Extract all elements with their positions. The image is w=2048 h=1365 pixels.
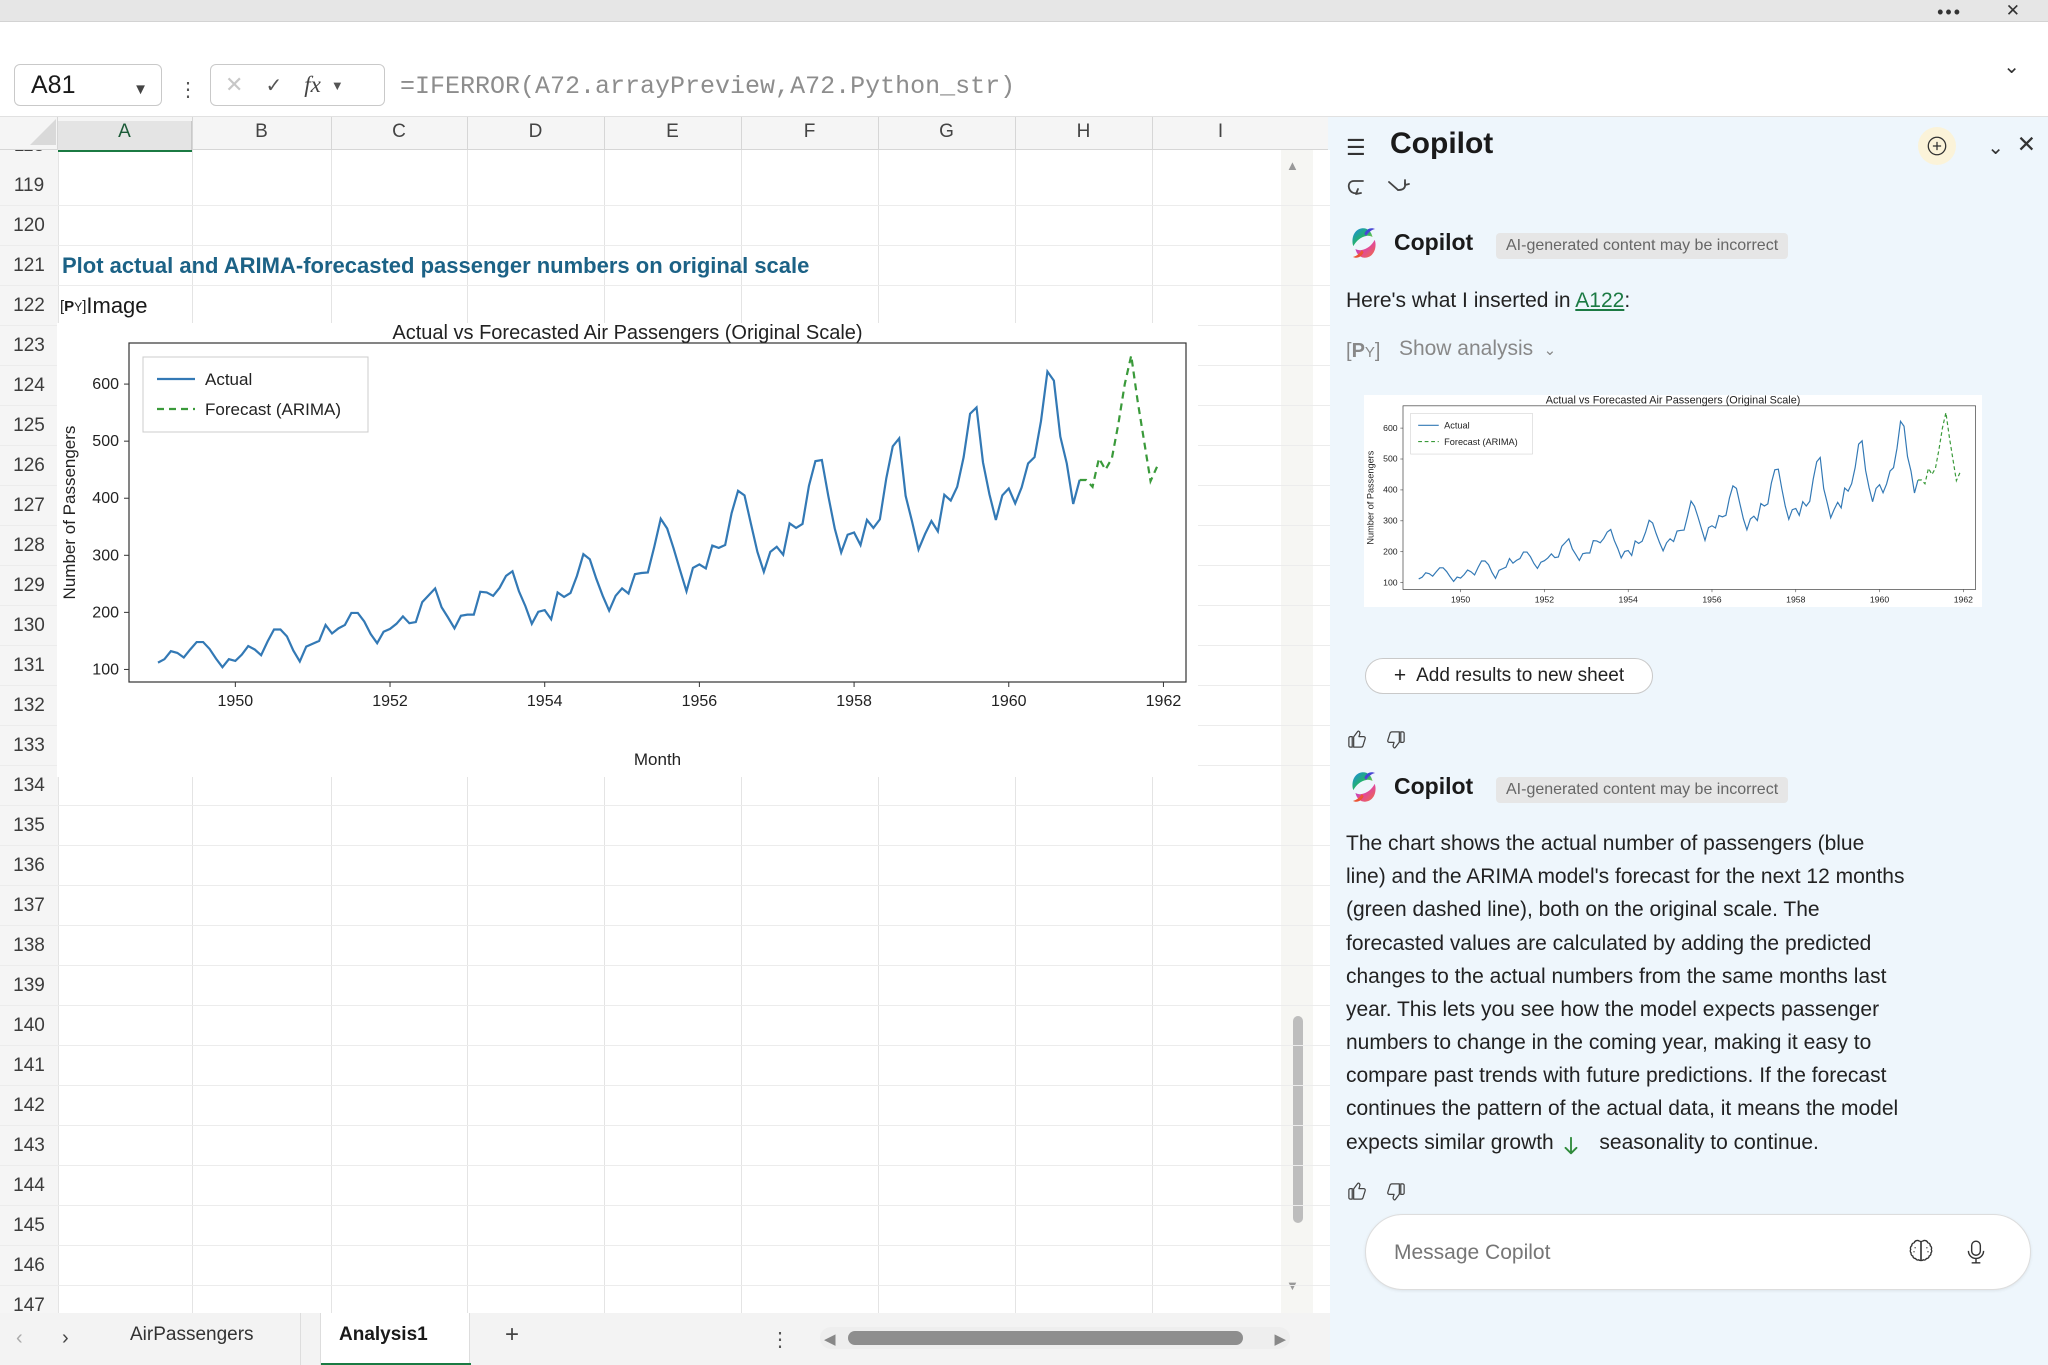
svg-text:600: 600 [92, 376, 119, 393]
svg-text:200: 200 [1383, 546, 1398, 556]
svg-text:Actual vs Forecasted Air Passe: Actual vs Forecasted Air Passengers (Ori… [392, 323, 862, 344]
svg-text:Number of Passengers: Number of Passengers [1366, 450, 1376, 544]
svg-text:1954: 1954 [1619, 594, 1638, 604]
svg-text:600: 600 [1383, 423, 1398, 433]
svg-text:1956: 1956 [682, 693, 718, 710]
svg-text:1958: 1958 [1786, 594, 1805, 604]
svg-text:100: 100 [92, 661, 119, 678]
svg-text:Actual: Actual [205, 370, 252, 389]
svg-text:1956: 1956 [1702, 594, 1721, 604]
svg-text:100: 100 [1383, 577, 1398, 587]
svg-text:200: 200 [92, 604, 119, 621]
svg-text:1952: 1952 [1535, 594, 1554, 604]
svg-text:Month: Month [634, 750, 681, 769]
svg-text:300: 300 [1383, 516, 1398, 526]
svg-text:Number of Passengers: Number of Passengers [60, 426, 79, 600]
svg-text:1962: 1962 [1146, 693, 1182, 710]
svg-text:1954: 1954 [527, 693, 563, 710]
svg-text:1950: 1950 [1451, 594, 1470, 604]
svg-text:1952: 1952 [372, 693, 408, 710]
svg-text:500: 500 [92, 433, 119, 450]
svg-text:Forecast (ARIMA): Forecast (ARIMA) [205, 400, 341, 419]
svg-text:1962: 1962 [1954, 594, 1973, 604]
svg-text:1950: 1950 [218, 693, 254, 710]
svg-text:400: 400 [1383, 485, 1398, 495]
svg-text:1958: 1958 [836, 693, 872, 710]
svg-text:300: 300 [92, 547, 119, 564]
svg-text:1960: 1960 [1870, 594, 1889, 604]
svg-text:400: 400 [92, 490, 119, 507]
svg-text:Forecast (ARIMA): Forecast (ARIMA) [1444, 437, 1518, 447]
svg-text:500: 500 [1383, 454, 1398, 464]
svg-text:Actual: Actual [1444, 421, 1470, 431]
svg-text:1960: 1960 [991, 693, 1027, 710]
svg-text:Actual vs Forecasted Air Passe: Actual vs Forecasted Air Passengers (Ori… [1546, 395, 1801, 407]
